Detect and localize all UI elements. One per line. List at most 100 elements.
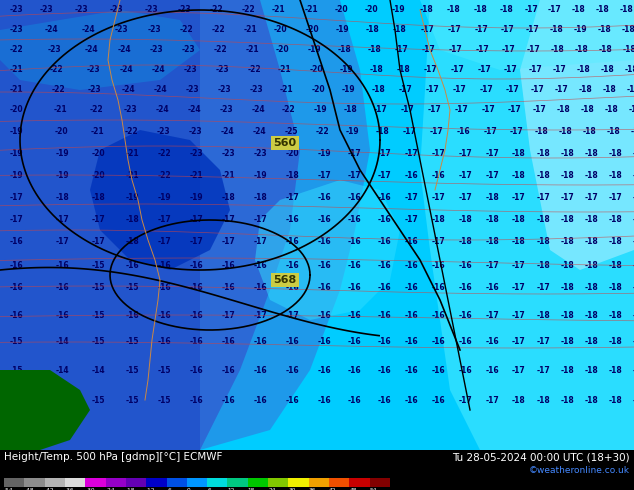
- Text: -18: -18: [537, 311, 551, 319]
- Text: 568: 568: [273, 275, 297, 285]
- Text: -16: -16: [432, 261, 446, 270]
- Text: -17: -17: [512, 338, 526, 346]
- Text: -23: -23: [216, 66, 230, 74]
- Text: -16: -16: [158, 261, 172, 270]
- Text: -18: -18: [633, 338, 634, 346]
- Text: -16: -16: [10, 311, 23, 319]
- Text: -16: -16: [348, 338, 361, 346]
- Text: -17: -17: [348, 149, 362, 158]
- Text: -18: -18: [286, 172, 300, 180]
- Text: -18: -18: [486, 216, 500, 224]
- Text: -15: -15: [126, 366, 139, 374]
- Bar: [329, 478, 349, 487]
- Text: -19: -19: [158, 194, 172, 202]
- Text: -16: -16: [318, 216, 332, 224]
- Text: -16: -16: [378, 284, 392, 293]
- Text: -16: -16: [190, 338, 204, 346]
- Bar: [4, 478, 24, 487]
- Text: -17: -17: [56, 216, 70, 224]
- Text: -18: -18: [609, 284, 623, 293]
- Text: -18: -18: [633, 216, 634, 224]
- Text: -22: -22: [214, 46, 228, 54]
- Text: -18: -18: [585, 338, 598, 346]
- Text: -17: -17: [92, 238, 106, 246]
- Text: -18: -18: [561, 172, 575, 180]
- Text: -18: -18: [605, 105, 619, 115]
- Text: -17: -17: [512, 194, 526, 202]
- Text: -16: -16: [348, 216, 361, 224]
- Text: -17: -17: [254, 311, 268, 319]
- Text: -17: -17: [486, 172, 500, 180]
- Text: -12: -12: [146, 488, 156, 490]
- Text: -18: -18: [372, 85, 385, 95]
- Text: -17: -17: [405, 216, 418, 224]
- Text: -18: -18: [550, 25, 564, 34]
- Text: -17: -17: [486, 395, 500, 405]
- Text: -23: -23: [87, 66, 101, 74]
- Text: -16: -16: [405, 395, 418, 405]
- Text: -17: -17: [537, 338, 551, 346]
- Text: -17: -17: [609, 194, 623, 202]
- Text: -17: -17: [526, 25, 540, 34]
- Text: -17: -17: [378, 172, 392, 180]
- Text: -18: -18: [633, 311, 634, 319]
- Text: -18: -18: [551, 46, 565, 54]
- Text: -18: -18: [512, 149, 526, 158]
- Text: -16: -16: [56, 311, 70, 319]
- Text: -17: -17: [405, 194, 418, 202]
- Text: -17: -17: [537, 366, 551, 374]
- Text: -16: -16: [254, 395, 268, 405]
- Text: -23: -23: [148, 25, 162, 34]
- Text: -19: -19: [308, 46, 321, 54]
- Text: -17: -17: [432, 149, 446, 158]
- Text: -19: -19: [126, 194, 139, 202]
- Text: -16: -16: [222, 395, 236, 405]
- Text: -20: -20: [55, 127, 68, 137]
- Text: -17: -17: [449, 46, 463, 54]
- Text: -17: -17: [476, 46, 489, 54]
- Text: -18: -18: [397, 66, 411, 74]
- Text: -18: -18: [432, 216, 446, 224]
- Text: -18: -18: [609, 149, 623, 158]
- Text: -17: -17: [527, 46, 541, 54]
- Text: -23: -23: [10, 5, 23, 15]
- Text: -18: -18: [631, 127, 634, 137]
- Text: -16: -16: [318, 395, 332, 405]
- Text: -23: -23: [190, 149, 204, 158]
- Text: -18: -18: [474, 5, 488, 15]
- Text: -16: -16: [318, 311, 332, 319]
- Text: -18: -18: [609, 172, 623, 180]
- Text: -16: -16: [318, 284, 332, 293]
- Text: -18: -18: [609, 216, 623, 224]
- Text: -16: -16: [318, 194, 332, 202]
- Text: -18: -18: [561, 238, 575, 246]
- Text: 6: 6: [207, 488, 210, 490]
- Text: -14: -14: [92, 366, 106, 374]
- Text: -18: -18: [126, 238, 139, 246]
- Text: -16: -16: [459, 366, 472, 374]
- Text: Tu 28-05-2024 00:00 UTC (18+30): Tu 28-05-2024 00:00 UTC (18+30): [453, 452, 630, 462]
- Text: -23: -23: [110, 5, 124, 15]
- Text: -18: -18: [338, 46, 352, 54]
- Text: -17: -17: [508, 105, 522, 115]
- Bar: [370, 478, 390, 487]
- Text: -18: -18: [537, 261, 551, 270]
- Text: -18: -18: [561, 311, 575, 319]
- Bar: [24, 478, 44, 487]
- Text: -21: -21: [54, 105, 68, 115]
- Bar: [65, 478, 85, 487]
- Text: -18: -18: [557, 105, 571, 115]
- Text: -17: -17: [426, 85, 440, 95]
- Text: -16: -16: [378, 238, 392, 246]
- Text: -18: -18: [585, 261, 598, 270]
- Text: -16: -16: [348, 238, 361, 246]
- Text: -16: -16: [286, 261, 300, 270]
- Text: -16: -16: [318, 338, 332, 346]
- Polygon shape: [0, 0, 300, 450]
- Text: -21: -21: [244, 25, 257, 34]
- Text: -24: -24: [106, 488, 115, 490]
- Text: -21: -21: [280, 85, 294, 95]
- Text: -18: -18: [633, 238, 634, 246]
- Text: -18: -18: [633, 284, 634, 293]
- Text: -16: -16: [158, 311, 172, 319]
